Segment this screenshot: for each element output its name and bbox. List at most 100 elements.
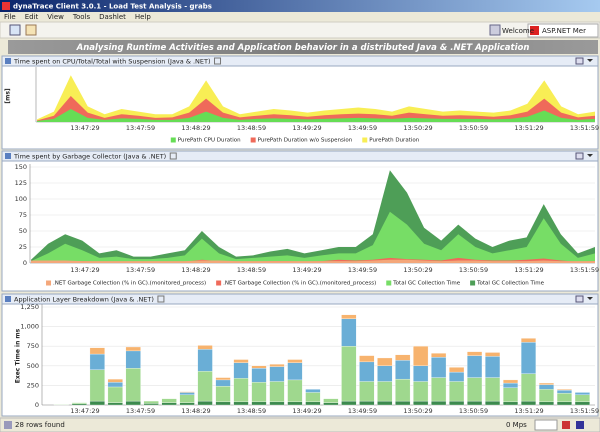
menu-item[interactable]: Edit <box>25 13 39 21</box>
bar-segment <box>287 359 303 363</box>
y-tick-label: 75 <box>19 211 27 219</box>
x-tick-label: 13:49:29 <box>292 266 321 274</box>
bar-segment <box>538 382 554 385</box>
editor-tab[interactable] <box>527 23 599 38</box>
bar-segment <box>161 398 177 403</box>
menu-bar <box>0 12 600 22</box>
panel-header <box>1 150 599 162</box>
x-tick-label: 13:51:29 <box>514 266 543 274</box>
bar-segment <box>449 367 465 373</box>
bar-segment <box>520 373 537 402</box>
bar-segment <box>413 346 429 366</box>
bar-segment <box>485 356 501 378</box>
bar-segment <box>395 354 411 361</box>
bar-segment <box>125 346 141 352</box>
tab-label[interactable]: Welcome <box>502 27 534 35</box>
x-tick-label: 13:50:59 <box>459 266 488 274</box>
bar-segment <box>413 381 429 402</box>
panel-icon <box>5 58 11 64</box>
bar-segment <box>395 360 411 380</box>
legend-label: .NET Garbage Collection (% in GC).(monit… <box>53 281 206 287</box>
panel-icon <box>5 153 11 159</box>
x-tick-label: 13:51:59 <box>570 124 599 132</box>
panel-title: Time spent by Garbage Collector (Java & … <box>13 153 166 161</box>
status-rate: 0 Mps <box>506 421 527 429</box>
y-axis-label: Exec Time in ms <box>15 328 22 383</box>
bar-segment <box>556 389 572 391</box>
bar-segment <box>125 400 141 406</box>
tool-button[interactable] <box>25 24 37 36</box>
bar-segment <box>538 401 554 406</box>
bar-segment <box>197 400 213 406</box>
bar-segment <box>287 362 303 381</box>
y-tick-label: 150 <box>15 163 27 171</box>
menu-button[interactable] <box>587 59 593 62</box>
panel <box>1 150 599 292</box>
bar-segment <box>107 378 123 383</box>
menu-item[interactable]: File <box>4 13 16 21</box>
area <box>31 211 595 263</box>
close-button[interactable] <box>157 295 165 303</box>
bar-segment <box>197 371 213 402</box>
tool-button[interactable] <box>9 24 21 36</box>
bar-segment <box>574 392 590 395</box>
bar-segment <box>503 382 519 388</box>
bar-segment <box>71 402 87 404</box>
bar-segment <box>431 377 447 402</box>
banner-text: Analysing Runtime Activities and Applica… <box>76 43 530 53</box>
bar-segment <box>143 400 159 404</box>
legend-swatch <box>386 280 392 286</box>
bar-segment <box>179 391 195 393</box>
status-field <box>534 419 558 431</box>
bar-segment <box>179 394 195 403</box>
tab-icon <box>530 26 539 35</box>
bar-segment <box>215 386 231 403</box>
bar-segment <box>395 400 411 406</box>
bar-segment <box>431 353 447 358</box>
bar-segment <box>449 400 465 406</box>
bar-segment <box>143 403 159 406</box>
maximize-button[interactable] <box>575 57 584 65</box>
legend-label: .NET Garbage Collection (% in GC).(monit… <box>223 281 376 287</box>
legend-swatch <box>362 137 368 143</box>
menu-item[interactable]: View <box>47 13 64 21</box>
menu-item[interactable]: Dashlet <box>99 13 126 21</box>
bar-segment <box>485 352 501 357</box>
y-tick-label: 0 <box>23 259 27 267</box>
x-tick-label: 13:48:29 <box>181 407 210 415</box>
y-tick-label: 125 <box>15 179 27 187</box>
bar-segment <box>305 389 321 393</box>
legend-label: PurePath Duration w/o Suspension <box>258 138 353 144</box>
tab-label[interactable]: ASP.NET Mer <box>542 27 586 35</box>
bar-segment <box>538 389 554 403</box>
maximize-button[interactable] <box>575 152 584 160</box>
x-tick-label: 13:48:29 <box>181 124 210 132</box>
x-tick-label: 13:51:59 <box>570 266 599 274</box>
panel-title: Application Layer Breakdown (Java & .NET… <box>14 296 154 304</box>
title-bar <box>0 0 600 12</box>
x-tick-label: 13:48:59 <box>237 407 266 415</box>
menu-item[interactable]: Help <box>135 13 152 21</box>
close-button[interactable] <box>169 152 177 160</box>
menu-item[interactable]: Tools <box>72 13 91 21</box>
bar-segment <box>197 349 213 372</box>
close-button[interactable] <box>214 57 222 65</box>
y-axis-label: [ms] <box>5 88 12 104</box>
maximize-button[interactable] <box>575 295 584 303</box>
bar-segment <box>503 401 519 406</box>
status-icon <box>576 421 584 429</box>
menu-button[interactable] <box>587 154 593 157</box>
bar-segment <box>125 350 141 369</box>
bar-segment <box>161 402 177 406</box>
legend-label: Total GC Collection Time <box>392 281 460 287</box>
menu-button[interactable] <box>587 297 593 300</box>
x-tick-label: 13:50:59 <box>459 124 488 132</box>
bar-segment <box>359 361 375 382</box>
x-tick-label: 13:48:59 <box>237 266 266 274</box>
bar-segment <box>377 381 393 402</box>
bar-segment <box>179 402 195 406</box>
x-tick-label: 13:51:29 <box>514 124 543 132</box>
area <box>31 259 595 263</box>
panel-icon <box>5 296 11 302</box>
